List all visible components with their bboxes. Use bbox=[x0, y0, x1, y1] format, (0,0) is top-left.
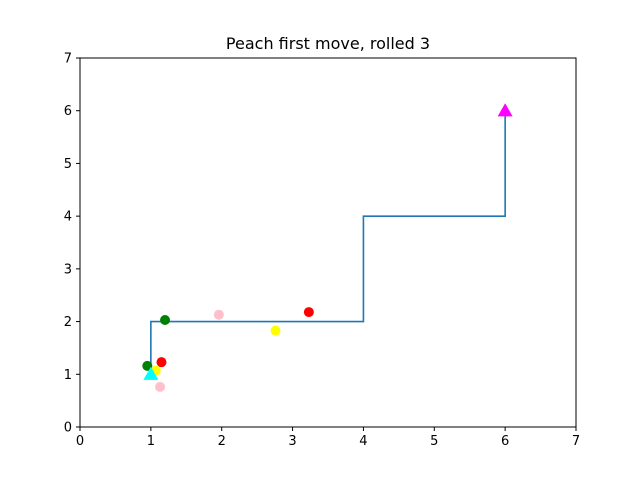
goal-marker bbox=[497, 103, 513, 117]
start-marker bbox=[143, 366, 159, 380]
piece-point-5 bbox=[270, 325, 281, 336]
y-tick-label-1: 1 bbox=[64, 368, 72, 383]
x-tick-label-5: 5 bbox=[430, 434, 438, 449]
piece-point-3 bbox=[303, 307, 314, 318]
piece-point-7 bbox=[213, 309, 224, 320]
x-tick-label-7: 7 bbox=[572, 434, 580, 449]
chart-title: Peach first move, rolled 3 bbox=[226, 34, 430, 53]
axes-frame bbox=[79, 57, 577, 428]
piece-point-6 bbox=[155, 381, 166, 392]
piece-point-2 bbox=[156, 357, 167, 368]
x-tick-label-4: 4 bbox=[359, 434, 367, 449]
x-tick-label-0: 0 bbox=[76, 434, 84, 449]
piece-point-0 bbox=[142, 360, 153, 371]
y-tick-label-4: 4 bbox=[64, 210, 72, 225]
x-tick-label-1: 1 bbox=[147, 434, 155, 449]
y-tick-label-5: 5 bbox=[64, 157, 72, 172]
y-tick-label-2: 2 bbox=[64, 315, 72, 330]
plot-area: 0 1 2 3 4 5 6 7 0 1 2 3 4 5 6 7 bbox=[64, 52, 580, 450]
y-tick-label-0: 0 bbox=[64, 421, 72, 436]
piece-point-1 bbox=[160, 314, 171, 325]
y-tick-label-3: 3 bbox=[64, 262, 72, 277]
x-tick-label-2: 2 bbox=[218, 434, 226, 449]
route-line bbox=[150, 110, 506, 375]
x-tick-label-3: 3 bbox=[288, 434, 296, 449]
y-tick-label-7: 7 bbox=[64, 52, 72, 67]
x-tick-label-6: 6 bbox=[501, 434, 509, 449]
y-tick-label-6: 6 bbox=[64, 104, 72, 119]
